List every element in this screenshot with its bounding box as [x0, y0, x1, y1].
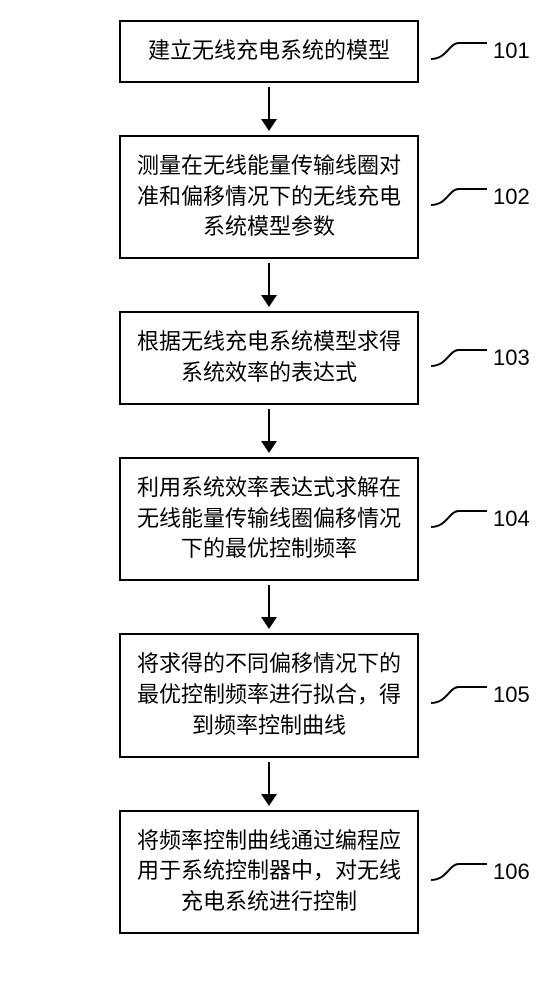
flowchart-container: 建立无线充电系统的模型 101 测量在无线能量传输线圈对准和偏移情况下的无线充电…	[20, 20, 518, 934]
ref-label: 101	[429, 38, 530, 64]
ref-number: 103	[493, 345, 530, 371]
ref-number: 106	[493, 859, 530, 885]
curve-icon	[429, 346, 489, 370]
curve-icon	[429, 39, 489, 63]
arrow-icon	[261, 762, 277, 806]
curve-icon	[429, 507, 489, 531]
ref-label: 102	[429, 184, 530, 210]
flow-row: 建立无线充电系统的模型 101	[20, 20, 518, 83]
flow-node: 利用系统效率表达式求解在无线能量传输线圈偏移情况下的最优控制频率	[119, 457, 419, 581]
flow-row: 测量在无线能量传输线圈对准和偏移情况下的无线充电系统模型参数 102	[20, 135, 518, 259]
arrow-icon	[261, 585, 277, 629]
ref-number: 101	[493, 38, 530, 64]
arrow-icon	[261, 263, 277, 307]
flow-node: 建立无线充电系统的模型	[119, 20, 419, 83]
flow-node: 测量在无线能量传输线圈对准和偏移情况下的无线充电系统模型参数	[119, 135, 419, 259]
ref-label: 106	[429, 859, 530, 885]
ref-number: 102	[493, 184, 530, 210]
ref-number: 105	[493, 682, 530, 708]
ref-label: 105	[429, 682, 530, 708]
flow-node: 将频率控制曲线通过编程应用于系统控制器中，对无线充电系统进行控制	[119, 810, 419, 934]
flow-node: 将求得的不同偏移情况下的最优控制频率进行拟合，得到频率控制曲线	[119, 633, 419, 757]
flow-row: 将求得的不同偏移情况下的最优控制频率进行拟合，得到频率控制曲线 105	[20, 633, 518, 757]
flow-row: 利用系统效率表达式求解在无线能量传输线圈偏移情况下的最优控制频率 104	[20, 457, 518, 581]
ref-label: 103	[429, 345, 530, 371]
flow-node: 根据无线充电系统模型求得系统效率的表达式	[119, 311, 419, 405]
arrow-icon	[261, 409, 277, 453]
ref-label: 104	[429, 506, 530, 532]
flow-row: 将频率控制曲线通过编程应用于系统控制器中，对无线充电系统进行控制 106	[20, 810, 518, 934]
curve-icon	[429, 683, 489, 707]
ref-number: 104	[493, 506, 530, 532]
curve-icon	[429, 185, 489, 209]
curve-icon	[429, 860, 489, 884]
flow-row: 根据无线充电系统模型求得系统效率的表达式 103	[20, 311, 518, 405]
arrow-icon	[261, 87, 277, 131]
